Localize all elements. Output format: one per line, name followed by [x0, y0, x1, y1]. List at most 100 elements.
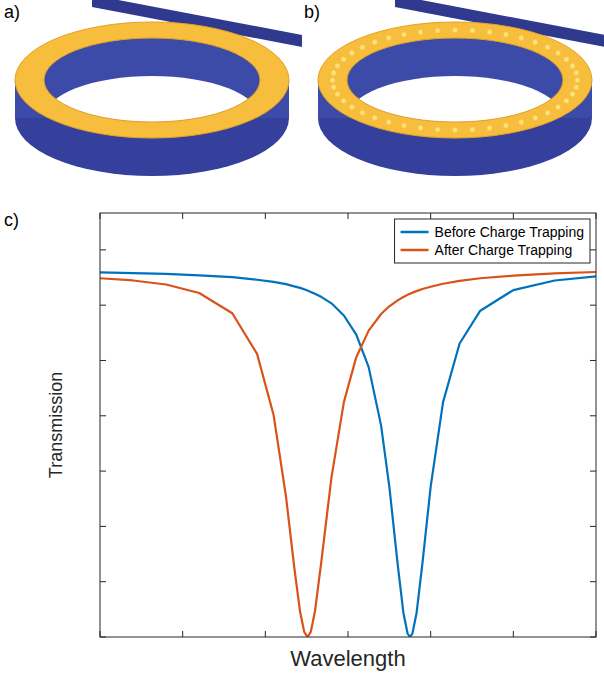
- series-line: [100, 272, 596, 637]
- y-tick: [100, 637, 106, 638]
- trapped-charge: [349, 104, 354, 109]
- legend-swatch: [401, 231, 429, 234]
- ring-inner-edge: [347, 38, 563, 122]
- trapped-charge: [503, 123, 508, 128]
- y-tick: [590, 305, 596, 306]
- trapped-charge: [341, 98, 346, 103]
- trapped-charge: [331, 70, 336, 75]
- trapped-charge: [418, 125, 423, 130]
- ring-hole: [44, 38, 260, 160]
- x-tick: [100, 213, 101, 219]
- trapped-charge: [555, 50, 560, 55]
- trapped-charge: [470, 127, 475, 132]
- series-group: [100, 272, 596, 637]
- ring-inner-edge: [44, 38, 260, 122]
- y-tick: [100, 581, 106, 582]
- trapped-charge: [452, 127, 457, 132]
- axes-frame: [100, 213, 596, 637]
- x-tick: [182, 631, 183, 637]
- y-tick: [590, 360, 596, 361]
- trapped-charge: [564, 57, 569, 62]
- trapped-charge: [470, 28, 475, 33]
- trapped-charge: [570, 91, 575, 96]
- y-tick: [100, 360, 106, 361]
- panel-label: a): [4, 2, 20, 22]
- hole-floor: [44, 76, 260, 160]
- trapped-charge: [545, 45, 550, 50]
- trapped-charge: [335, 63, 340, 68]
- plot-background: [100, 213, 596, 637]
- trapped-charge: [570, 63, 575, 68]
- panel-label: b): [304, 2, 320, 22]
- y-tick: [100, 249, 106, 250]
- y-tick: [590, 471, 596, 472]
- y-tick: [590, 637, 596, 638]
- trapped-charge: [330, 77, 335, 82]
- trapped-charge: [335, 91, 340, 96]
- trapped-charge: [386, 35, 391, 40]
- trapped-charge: [519, 35, 524, 40]
- trapped-charge: [331, 85, 336, 90]
- x-tick: [513, 631, 514, 637]
- trapped-charge: [487, 125, 492, 130]
- x-tick: [596, 631, 597, 637]
- x-tick: [265, 631, 266, 637]
- y-tick: [100, 415, 106, 416]
- plot: [100, 213, 596, 637]
- trapped-charge: [360, 45, 365, 50]
- trapped-charge: [349, 50, 354, 55]
- x-axis-title: Wavelength: [290, 646, 405, 671]
- trapped-charge: [435, 127, 440, 132]
- trapped-charge: [402, 123, 407, 128]
- x-tick: [596, 213, 597, 219]
- trapped-charge: [555, 104, 560, 109]
- trapped-charge: [574, 85, 579, 90]
- trapped-charge: [435, 28, 440, 33]
- panel-label: c): [4, 210, 19, 230]
- trapped-charge: [575, 77, 580, 82]
- trapped-charge: [503, 32, 508, 37]
- ring-illustration: [15, 0, 302, 176]
- trapped-charge: [533, 115, 538, 120]
- x-tick: [100, 631, 101, 637]
- legend-label: After Charge Trapping: [435, 242, 573, 258]
- x-tick: [182, 213, 183, 219]
- x-tick: [513, 213, 514, 219]
- trapped-charge: [386, 119, 391, 124]
- x-tick: [430, 213, 431, 219]
- trapped-charge: [372, 40, 377, 45]
- trapped-charge: [519, 119, 524, 124]
- legend: Before Charge Trapping After Charge Trapp…: [395, 219, 590, 263]
- trapped-charge: [452, 27, 457, 32]
- trapped-charge: [545, 110, 550, 115]
- trapped-charge: [533, 40, 538, 45]
- trapped-charge: [564, 98, 569, 103]
- y-tick: [590, 415, 596, 416]
- trapped-charge: [574, 70, 579, 75]
- figure: a) b) c) Wavelength Transmission Before Charg…: [0, 0, 604, 678]
- legend-swatch: [401, 249, 429, 252]
- trapped-charge: [487, 29, 492, 34]
- y-tick: [100, 305, 106, 306]
- x-tick: [348, 213, 349, 219]
- x-tick: [430, 631, 431, 637]
- y-tick: [100, 526, 106, 527]
- trapped-charge: [372, 115, 377, 120]
- ring-illustration: [318, 0, 604, 176]
- trapped-charge: [341, 57, 346, 62]
- legend-label: Before Charge Trapping: [435, 224, 584, 240]
- y-tick: [590, 249, 596, 250]
- trapped-charge: [402, 32, 407, 37]
- x-tick: [348, 631, 349, 637]
- y-tick: [100, 471, 106, 472]
- hole-floor: [347, 76, 563, 160]
- x-tick: [265, 213, 266, 219]
- trapped-charge: [418, 29, 423, 34]
- y-tick: [590, 581, 596, 582]
- y-tick: [590, 526, 596, 527]
- trapped-charge: [360, 110, 365, 115]
- legend-box: [395, 219, 590, 263]
- y-axis-title: Transmission: [46, 372, 66, 478]
- ring-hole: [347, 38, 563, 160]
- series-line: [100, 272, 596, 637]
